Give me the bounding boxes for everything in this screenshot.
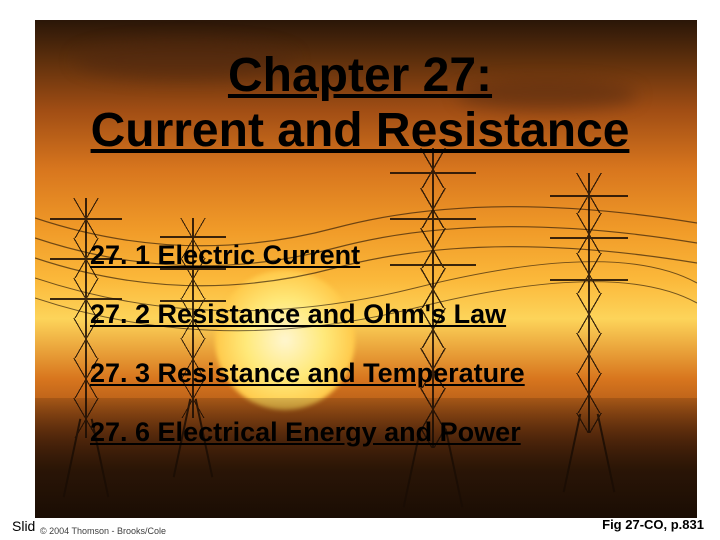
topic-item: 27. 3 Resistance and Temperature <box>90 358 525 389</box>
title-line-2: Current and Resistance <box>91 104 630 157</box>
copyright-text: © 2004 Thomson - Brooks/Cole <box>40 526 166 536</box>
chapter-title: Chapter 27: Current and Resistance <box>50 48 670 158</box>
slide-number-label: Slid <box>12 518 35 534</box>
topic-item: 27. 1 Electric Current <box>90 240 525 271</box>
topics-list: 27. 1 Electric Current 27. 2 Resistance … <box>90 240 525 476</box>
figure-reference: Fig 27-CO, p.831 <box>602 517 704 532</box>
topic-item: 27. 2 Resistance and Ohm's Law <box>90 299 525 330</box>
topic-item: 27. 6 Electrical Energy and Power <box>90 417 525 448</box>
title-line-1: Chapter 27: <box>228 49 492 102</box>
slide: Chapter 27: Current and Resistance 27. 1… <box>0 0 720 540</box>
transmission-tower <box>565 173 613 433</box>
title-block: Chapter 27: Current and Resistance <box>50 48 670 158</box>
